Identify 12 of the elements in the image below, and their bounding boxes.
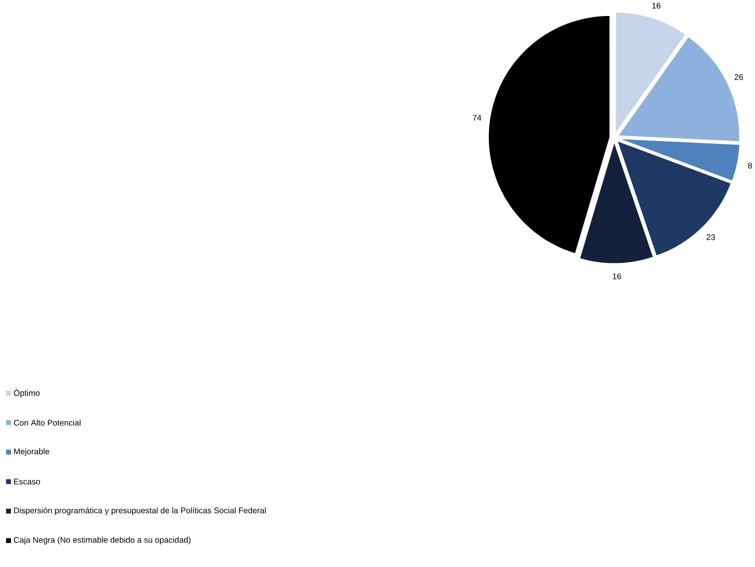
data-label: 74 (472, 114, 482, 121)
legend-label: Mejorable (14, 448, 50, 456)
data-label: 16 (612, 273, 622, 280)
data-label: 8 (748, 162, 752, 168)
data-label: 26 (734, 74, 744, 80)
legend-label: Caja Negra (No estimable debido a su opacidad) (14, 536, 190, 544)
legend-label: Con Alto Potencial (14, 420, 80, 426)
data-label: 16 (652, 2, 660, 9)
data-label: 23 (706, 234, 715, 240)
legend-label: Dispersión programática y presupuestal de la Políticas Social Federal (14, 507, 266, 515)
legend-label: Escaso (14, 478, 40, 484)
legend-label: Óptimo (14, 388, 40, 398)
